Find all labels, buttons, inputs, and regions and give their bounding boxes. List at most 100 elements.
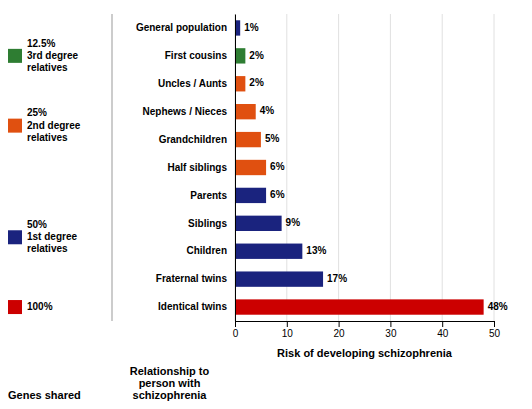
- grid-line: [494, 14, 495, 321]
- legend-swatch: [8, 49, 22, 63]
- legend-description: 2nd degreerelatives: [27, 119, 81, 142]
- bar: [235, 132, 261, 147]
- tick-label: 10: [282, 328, 294, 339]
- legend: 12.5%3rd degreerelatives25%2nd degreerel…: [8, 38, 81, 315]
- tick-label: Identical twins: [158, 301, 227, 312]
- legend-label: 100%: [27, 301, 53, 312]
- tick: Fraternal twins: [156, 273, 235, 284]
- tick-label: Nephews / Nieces: [143, 106, 228, 117]
- axis-line: [235, 15, 236, 322]
- legend-item: 25%2nd degreerelatives: [8, 107, 81, 142]
- tick-label: Children: [186, 245, 227, 256]
- data-label: 17%: [327, 273, 347, 284]
- data-label: 6%: [270, 161, 285, 172]
- tick-label: 0: [233, 328, 239, 339]
- data-label: 4%: [260, 105, 275, 116]
- legend-label: 12.5%: [27, 38, 55, 49]
- tick-label: Fraternal twins: [156, 273, 228, 284]
- tick: 10: [282, 321, 294, 339]
- y-axis: Identical twins Fraternal twins Children Si…: [136, 15, 236, 322]
- tick-mark: [287, 321, 288, 327]
- legend-label: 25%: [27, 107, 47, 118]
- legend-description-line: relatives: [27, 62, 68, 73]
- legend-label: 50%: [27, 219, 47, 230]
- tick-label: Grandchildren: [159, 134, 227, 145]
- data-label: 2%: [249, 77, 264, 88]
- tick: 40: [437, 321, 449, 339]
- tick: Grandchildren: [159, 134, 235, 145]
- tick: 50: [489, 321, 501, 339]
- grid-line: [235, 14, 236, 321]
- legend-swatch: [8, 230, 22, 244]
- tick-mark: [339, 321, 340, 327]
- legend-title: Genes shared: [8, 389, 81, 401]
- bar: [235, 188, 266, 203]
- tick: Half siblings: [168, 162, 235, 173]
- data-label: 9%: [286, 217, 301, 228]
- tick-label: 50: [489, 328, 501, 339]
- tick-label: Uncles / Aunts: [158, 78, 228, 89]
- x-axis-title: Risk of developing schizophrenia: [277, 347, 453, 359]
- chart: 48%17%13%9%6%6%5%4%2%2%1%01020304050Risk…: [0, 0, 532, 409]
- legend-description: 3rd degreerelatives: [27, 50, 79, 73]
- tick-label: First cousins: [165, 50, 228, 61]
- bar: [235, 48, 245, 63]
- tick: Identical twins: [158, 301, 235, 312]
- grid-line: [442, 14, 443, 321]
- bar: [235, 216, 282, 231]
- legend-swatch: [8, 119, 22, 133]
- tick-label: General population: [136, 22, 227, 33]
- legend-item: 100%: [8, 300, 53, 314]
- bar: [235, 299, 484, 314]
- tick: Parents: [190, 190, 235, 201]
- data-label: 6%: [270, 189, 285, 200]
- bar: [235, 271, 323, 286]
- tick-label: 40: [437, 328, 449, 339]
- y-axis-title: Relationship toperson withschizophrenia: [130, 365, 210, 401]
- tick: 0: [233, 321, 239, 339]
- bar: [235, 244, 302, 259]
- legend-description-line: 3rd degree: [27, 50, 79, 61]
- legend-description-line: relatives: [27, 131, 68, 142]
- tick: General population: [136, 22, 235, 33]
- grid-line: [390, 14, 391, 321]
- legend-description: 1st degreerelatives: [27, 231, 77, 254]
- grid: [235, 14, 494, 321]
- axis-line: [236, 322, 495, 328]
- legend-item: 50%1st degreerelatives: [8, 219, 77, 254]
- bars: [235, 20, 484, 314]
- bar: [235, 76, 245, 91]
- data-labels: 48%17%13%9%6%6%5%4%2%2%1%: [244, 22, 508, 312]
- tick: Children: [186, 245, 235, 256]
- separator: [112, 14, 113, 321]
- legend-item: 12.5%3rd degreerelatives: [8, 38, 79, 73]
- legend-description-line: relatives: [27, 243, 68, 254]
- tick-mark: [235, 321, 236, 327]
- tick: 30: [385, 321, 397, 339]
- tick: 20: [334, 321, 346, 339]
- y-axis-title-line: person with: [139, 377, 201, 389]
- tick: First cousins: [165, 50, 235, 61]
- tick-label: Parents: [190, 190, 227, 201]
- tick: Uncles / Aunts: [158, 78, 235, 89]
- legend-swatch: [8, 300, 22, 314]
- data-label: 1%: [244, 22, 259, 33]
- tick-mark: [494, 321, 495, 327]
- y-axis-title-line: schizophrenia: [133, 389, 208, 401]
- tick-label: Siblings: [188, 218, 227, 229]
- data-label: 2%: [249, 50, 264, 61]
- tick: Nephews / Nieces: [143, 106, 235, 117]
- tick-mark: [390, 321, 391, 327]
- tick: Siblings: [188, 218, 235, 229]
- tick-label: Half siblings: [168, 162, 228, 173]
- tick-label: 30: [385, 328, 397, 339]
- bar: [235, 104, 256, 119]
- x-axis: 0 10 20 30 40 50: [233, 321, 501, 339]
- y-axis-title-line: Relationship to: [130, 365, 210, 377]
- data-label: 13%: [306, 245, 326, 256]
- legend-description-line: 1st degree: [27, 231, 77, 242]
- tick-label: 20: [334, 328, 346, 339]
- plot: 48%17%13%9%6%6%5%4%2%2%1%01020304050Risk…: [136, 14, 508, 359]
- data-label: 48%: [488, 301, 508, 312]
- bar: [235, 160, 266, 175]
